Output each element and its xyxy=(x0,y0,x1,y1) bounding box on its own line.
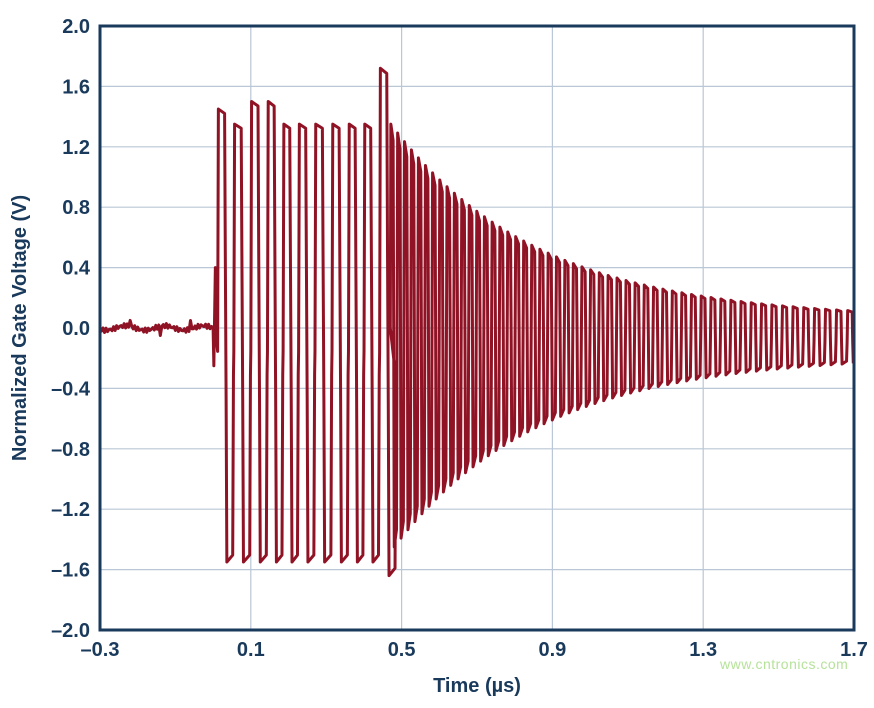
svg-text:–0.4: –0.4 xyxy=(51,378,91,400)
svg-text:–0.3: –0.3 xyxy=(81,639,120,661)
svg-text:Time (µs): Time (µs) xyxy=(433,675,521,697)
svg-text:2.0: 2.0 xyxy=(62,16,90,38)
watermark: www.cntronics.com xyxy=(720,656,848,672)
svg-text:1.2: 1.2 xyxy=(62,137,90,159)
svg-text:–1.6: –1.6 xyxy=(51,560,90,582)
chart-container: –0.30.10.50.91.31.7–2.0–1.6–1.2–0.8–0.40… xyxy=(0,0,874,708)
svg-text:0.8: 0.8 xyxy=(62,197,90,219)
svg-text:Normalized Gate Voltage (V): Normalized Gate Voltage (V) xyxy=(9,195,31,461)
svg-text:0.9: 0.9 xyxy=(538,639,566,661)
svg-text:0.1: 0.1 xyxy=(237,639,265,661)
svg-text:–1.2: –1.2 xyxy=(51,499,90,521)
svg-text:0.4: 0.4 xyxy=(62,258,91,280)
svg-text:0.0: 0.0 xyxy=(62,318,90,340)
svg-text:–0.8: –0.8 xyxy=(51,439,90,461)
chart-svg: –0.30.10.50.91.31.7–2.0–1.6–1.2–0.8–0.40… xyxy=(0,0,874,708)
svg-text:1.6: 1.6 xyxy=(62,76,90,98)
svg-text:0.5: 0.5 xyxy=(388,639,416,661)
svg-text:–2.0: –2.0 xyxy=(51,620,90,642)
svg-text:1.3: 1.3 xyxy=(689,639,717,661)
